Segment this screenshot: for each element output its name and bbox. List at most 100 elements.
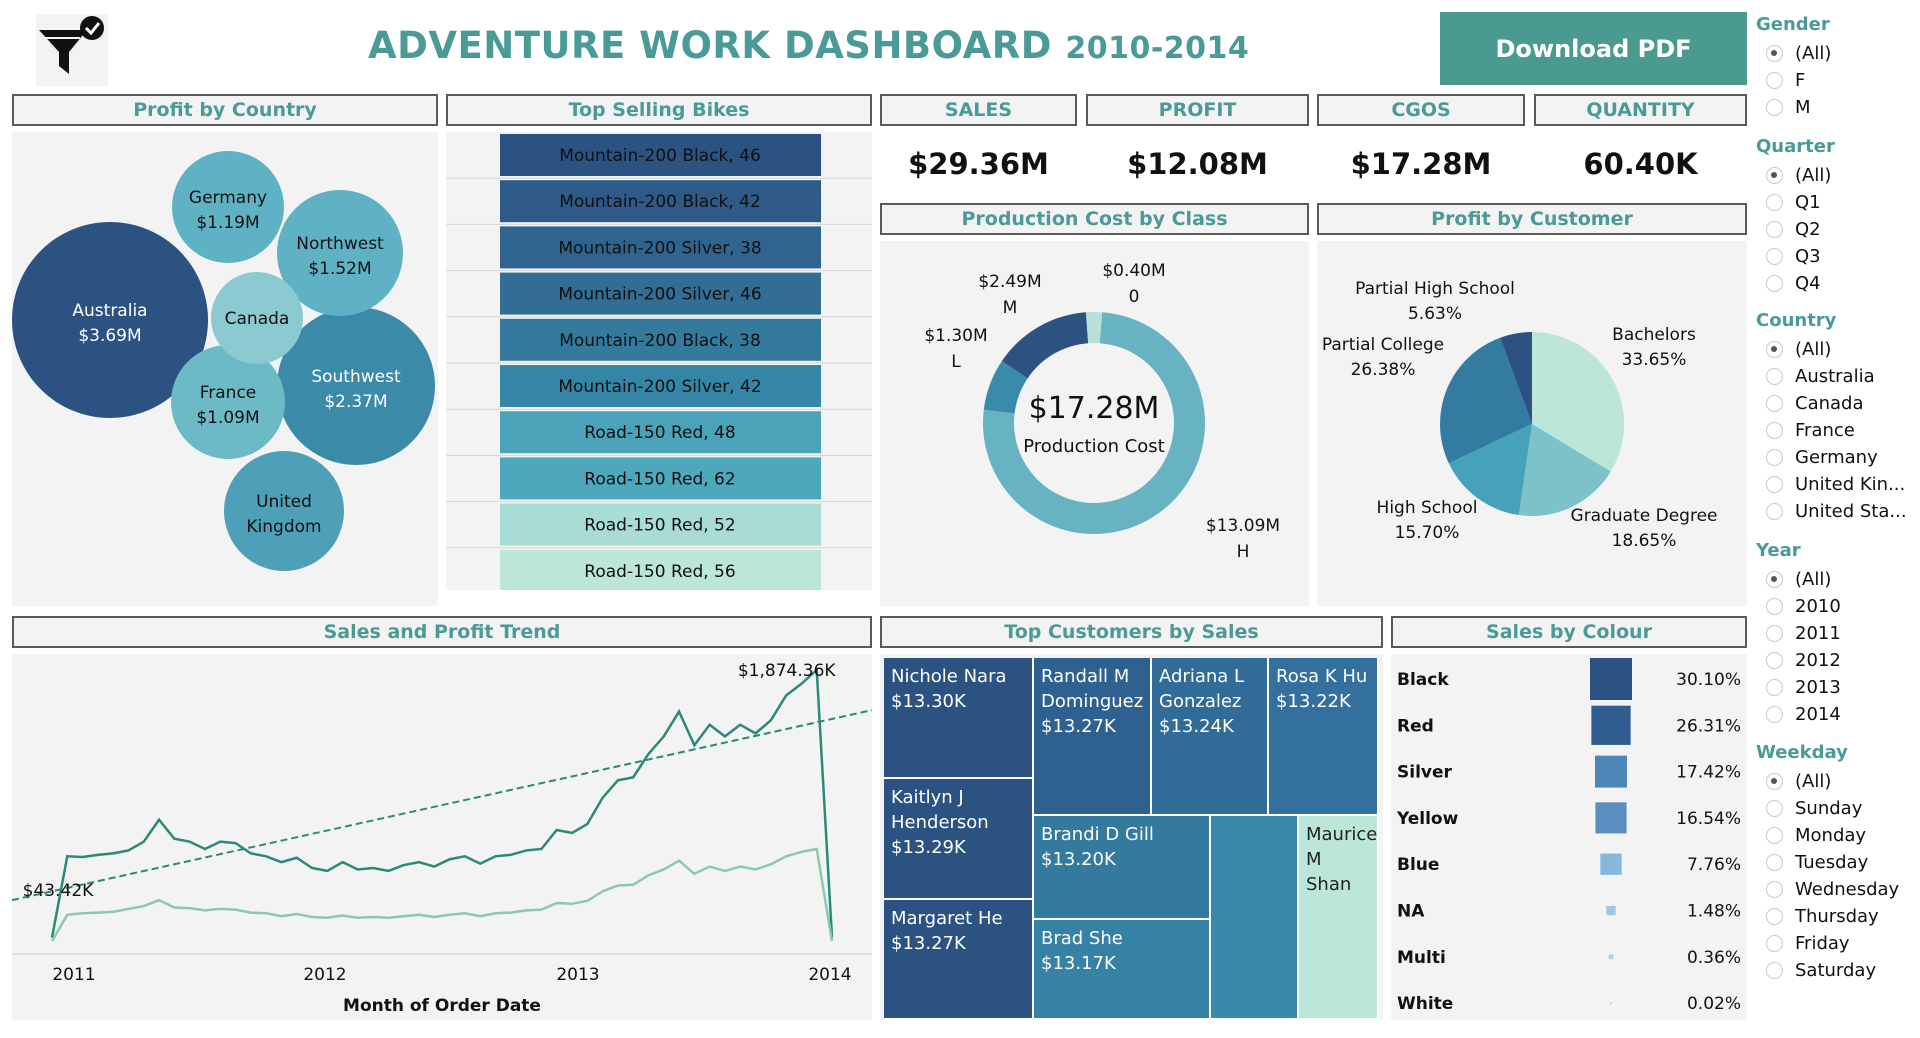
filter-option[interactable]: Monday — [1756, 822, 1899, 849]
radio-icon[interactable] — [1766, 503, 1783, 520]
filter-option[interactable]: Q2 — [1756, 216, 1835, 243]
bike-label-0: Mountain-200 Black, 46 — [559, 146, 761, 166]
filter-title: Gender — [1756, 14, 1830, 35]
production-cost-chart: $17.28M Production Cost $13.09M H $1.30M L $2.… — [880, 241, 1309, 606]
filter-option-label: 2014 — [1795, 704, 1841, 725]
treemap-cell-9: Maurice M Shan — [1299, 816, 1379, 1020]
filter-option-label: Monday — [1795, 825, 1867, 846]
filter-option[interactable]: (All) — [1756, 336, 1907, 363]
filter-option-label: 2011 — [1795, 623, 1841, 644]
donut-label-name-M: M — [1003, 298, 1018, 318]
filter-option[interactable]: Tuesday — [1756, 849, 1899, 876]
filter-option-label: Q2 — [1795, 219, 1821, 240]
filter-option[interactable]: Q1 — [1756, 189, 1835, 216]
bike-label-3: Mountain-200 Silver, 46 — [558, 285, 761, 305]
filter-option[interactable]: 2014 — [1756, 701, 1841, 728]
filter-option[interactable]: (All) — [1756, 566, 1841, 593]
bubble-label-5-b: Kingdom — [246, 517, 321, 537]
radio-icon[interactable] — [1766, 167, 1783, 184]
radio-icon[interactable] — [1766, 800, 1783, 817]
treemap-cell-name: Nichole Nara — [891, 666, 1007, 687]
radio-icon[interactable] — [1766, 275, 1783, 292]
filter-option-label: United Kin... — [1795, 474, 1906, 495]
bubble-2 — [277, 190, 403, 316]
filter-option[interactable]: Canada — [1756, 390, 1907, 417]
colour-mark-multi — [1608, 954, 1614, 960]
filter-option[interactable]: France — [1756, 417, 1907, 444]
filter-title: Year — [1756, 540, 1801, 561]
bike-bar-2 — [500, 226, 821, 269]
pie-label-name-bachelors: Bachelors — [1612, 325, 1696, 345]
filter-option[interactable]: Q3 — [1756, 243, 1835, 270]
filter-option[interactable]: Q4 — [1756, 270, 1835, 297]
radio-icon[interactable] — [1766, 625, 1783, 642]
filter-country: Country (All) Australia Canada France Germany… — [1756, 310, 1907, 525]
donut-label-value-0: $0.40M — [1102, 261, 1165, 281]
radio-icon[interactable] — [1766, 449, 1783, 466]
filter-option[interactable]: Germany — [1756, 444, 1907, 471]
bike-label-7: Road-150 Red, 62 — [584, 469, 735, 489]
radio-icon[interactable] — [1766, 45, 1783, 62]
filter-gender: Gender (All) F M — [1756, 14, 1831, 121]
radio-icon[interactable] — [1766, 908, 1783, 925]
treemap-cell-3: Randall M Dominguez $13.27K — [1034, 658, 1152, 816]
radio-icon[interactable] — [1766, 72, 1783, 89]
radio-icon[interactable] — [1766, 827, 1783, 844]
filter-option-label: Thursday — [1795, 906, 1879, 927]
treemap-cell-value: $13.29K — [891, 837, 966, 858]
pie-label-value-partial-high-school: 5.63% — [1408, 304, 1462, 324]
radio-icon[interactable] — [1766, 881, 1783, 898]
radio-icon[interactable] — [1766, 422, 1783, 439]
filter-option[interactable]: M — [1756, 94, 1831, 121]
filter-option[interactable]: Australia — [1756, 363, 1907, 390]
filter-option[interactable]: 2010 — [1756, 593, 1841, 620]
radio-icon[interactable] — [1766, 598, 1783, 615]
radio-icon[interactable] — [1766, 221, 1783, 238]
radio-icon[interactable] — [1766, 341, 1783, 358]
bike-label-9: Road-150 Red, 56 — [584, 562, 735, 582]
radio-icon[interactable] — [1766, 476, 1783, 493]
filter-option[interactable]: 2013 — [1756, 674, 1841, 701]
pie-slice-high-school — [1448, 424, 1532, 516]
filter-sidebar: Gender (All) F M Quarter (All) Q1 Q2 Q3 Q4 Country… — [1756, 0, 1920, 1038]
filter-option[interactable]: (All) — [1756, 162, 1835, 189]
colour-value-yellow: 16.54% — [1676, 809, 1741, 829]
trend-x-tick-2012: 2012 — [303, 965, 346, 985]
filter-option[interactable]: F — [1756, 67, 1831, 94]
filter-option[interactable]: Saturday — [1756, 957, 1899, 984]
radio-icon[interactable] — [1766, 194, 1783, 211]
filter-option[interactable]: (All) — [1756, 40, 1831, 67]
radio-icon[interactable] — [1766, 248, 1783, 265]
filter-option-label: Tuesday — [1795, 852, 1869, 873]
sales-profit-trend-chart: $1,874.36K $43.42K 2011 2012 2013 2014 Month o… — [11, 654, 873, 1020]
radio-icon[interactable] — [1766, 571, 1783, 588]
page-title: ADVENTURE WORK DASHBOARD 2010-2014 — [368, 24, 1249, 67]
radio-icon[interactable] — [1766, 935, 1783, 952]
filter-option[interactable]: (All) — [1756, 768, 1899, 795]
filter-option[interactable]: United Sta... — [1756, 498, 1907, 525]
filter-option-label: United Sta... — [1795, 501, 1907, 522]
filter-option[interactable]: United Kin... — [1756, 471, 1907, 498]
radio-icon[interactable] — [1766, 368, 1783, 385]
trend-x-tick-2011: 2011 — [52, 965, 95, 985]
filter-option[interactable]: 2011 — [1756, 620, 1841, 647]
radio-icon[interactable] — [1766, 706, 1783, 723]
radio-icon[interactable] — [1766, 652, 1783, 669]
filter-option[interactable]: Sunday — [1756, 795, 1899, 822]
download-pdf-button[interactable]: Download PDF — [1440, 12, 1747, 85]
radio-icon[interactable] — [1766, 962, 1783, 979]
filter-option[interactable]: 2012 — [1756, 647, 1841, 674]
radio-icon[interactable] — [1766, 395, 1783, 412]
treemap-cell-value: $13.24K — [1159, 716, 1234, 737]
radio-icon[interactable] — [1766, 854, 1783, 871]
radio-icon[interactable] — [1766, 773, 1783, 790]
radio-icon[interactable] — [1766, 99, 1783, 116]
filter-option[interactable]: Thursday — [1756, 903, 1899, 930]
filter-option[interactable]: Friday — [1756, 930, 1899, 957]
radio-icon[interactable] — [1766, 679, 1783, 696]
donut-slice-0 — [1085, 312, 1103, 344]
filter-option-label: Germany — [1795, 447, 1878, 468]
trend-x-axis-label: Month of Order Date — [343, 996, 541, 1016]
filter-option[interactable]: Wednesday — [1756, 876, 1899, 903]
bike-bar-3 — [500, 272, 821, 315]
